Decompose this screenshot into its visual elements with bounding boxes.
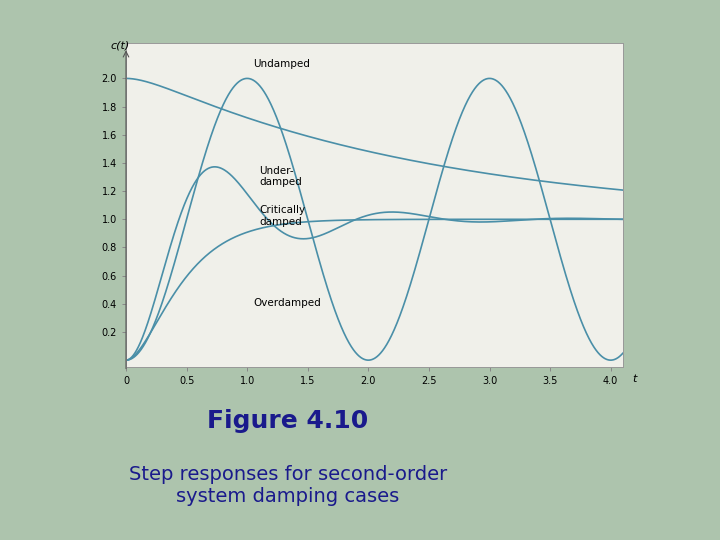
Text: Step responses for second-order
system damping cases: Step responses for second-order system d… bbox=[129, 465, 447, 507]
Text: Under-
damped: Under- damped bbox=[259, 166, 302, 187]
Text: t: t bbox=[632, 374, 637, 384]
Text: Overdamped: Overdamped bbox=[253, 298, 321, 308]
Text: c(t): c(t) bbox=[110, 40, 130, 50]
Text: Figure 4.10: Figure 4.10 bbox=[207, 409, 369, 433]
Text: Critically
damped: Critically damped bbox=[259, 205, 305, 227]
Text: Undamped: Undamped bbox=[253, 58, 310, 69]
